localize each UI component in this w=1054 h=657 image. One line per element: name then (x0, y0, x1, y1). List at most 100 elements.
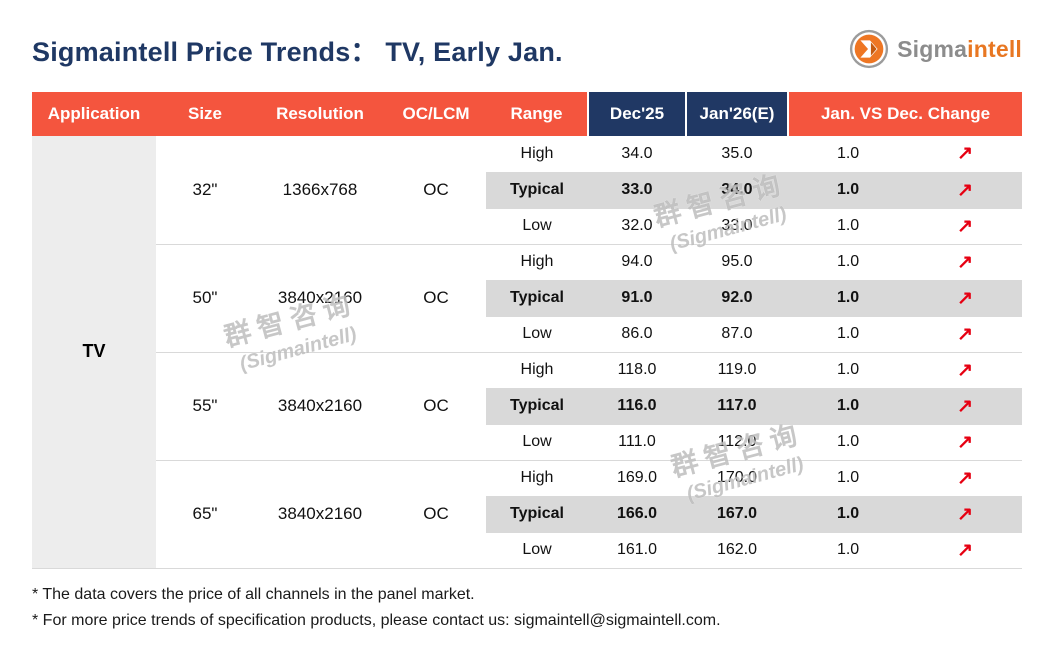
change-value: 1.0 (836, 505, 860, 522)
range-cell: High (486, 136, 588, 173)
col-header-oclcm: OC/LCM (386, 92, 486, 136)
range-cell: High (486, 460, 588, 497)
dec25-price: 94.0 (588, 244, 686, 281)
jan26-price: 117.0 (686, 388, 788, 425)
row-55in-high: 55" 3840x2160 OC High 118.0 119.0 1.0 ↗ (32, 352, 1022, 461)
range-cell: Low (486, 208, 588, 245)
jan26-price: 92.0 (686, 280, 788, 317)
row-65in-typical: Typical 166.0 167.0 1.0 ↗ (32, 496, 1022, 533)
trend-up-arrow-icon: ↗ (957, 539, 974, 561)
trend-up-arrow-icon: ↗ (957, 359, 974, 381)
range-cell: Typical (486, 172, 588, 209)
jan26-price: 33.0 (686, 208, 788, 245)
trend-up-arrow-icon: ↗ (957, 395, 974, 417)
change-cell: 1.0 ↗ (788, 172, 1022, 209)
dec25-price: 169.0 (588, 460, 686, 497)
footnotes: * The data covers the price of all chann… (32, 582, 1022, 635)
size-cell: 55" (156, 352, 254, 461)
col-header-dec25: Dec'25 (587, 92, 687, 136)
trend-up-arrow-icon: ↗ (957, 323, 974, 345)
trend-up-arrow-icon: ↗ (957, 251, 974, 273)
row-65in-low: Low 161.0 162.0 1.0 ↗ (32, 532, 1022, 569)
col-header-resolution: Resolution (254, 92, 386, 136)
dec25-price: 111.0 (588, 424, 686, 461)
oclcm-cell: OC (386, 136, 486, 245)
change-value: 1.0 (836, 325, 860, 342)
col-header-range: Range (486, 92, 588, 136)
dec25-price: 166.0 (588, 496, 686, 533)
dec25-price: 118.0 (588, 352, 686, 389)
trend-up-arrow-icon: ↗ (957, 503, 974, 525)
jan26-price: 170.0 (686, 460, 788, 497)
change-cell: 1.0 ↗ (788, 460, 1022, 497)
sigmaintell-logo: Sigmaintell (848, 28, 1022, 70)
change-cell: 1.0 ↗ (788, 316, 1022, 353)
row-50in-low: Low 86.0 87.0 1.0 ↗ (32, 316, 1022, 353)
jan26-price: 119.0 (686, 352, 788, 389)
table-body: TV 32" 1366x768 OC High 34.0 35.0 1.0 ↗ T… (32, 136, 1022, 569)
change-value: 1.0 (836, 181, 860, 198)
change-value: 1.0 (836, 469, 860, 486)
size-cell: 65" (156, 460, 254, 569)
range-cell: Typical (486, 496, 588, 533)
change-cell: 1.0 ↗ (788, 388, 1022, 425)
col-header-application: Application (32, 92, 156, 136)
change-cell: 1.0 ↗ (788, 208, 1022, 245)
range-cell: Low (486, 424, 588, 461)
trend-up-arrow-icon: ↗ (957, 215, 974, 237)
sigmaintell-logo-icon (848, 28, 890, 70)
dec25-price: 34.0 (588, 136, 686, 173)
footnote-contact: * For more price trends of specification… (32, 611, 721, 629)
change-cell: 1.0 ↗ (788, 136, 1022, 173)
resolution-cell: 3840x2160 (254, 460, 386, 569)
jan26-price: 112.0 (686, 424, 788, 461)
trend-up-arrow-icon: ↗ (957, 143, 974, 165)
dec25-price: 91.0 (588, 280, 686, 317)
brand-wordmark: Sigmaintell (897, 36, 1022, 63)
table-header: Application Size Resolution OC/LCM Range… (32, 92, 1022, 136)
change-cell: 1.0 ↗ (788, 424, 1022, 461)
brand-part-intell: intell (967, 35, 1022, 62)
trend-up-arrow-icon: ↗ (957, 287, 974, 309)
change-cell: 1.0 ↗ (788, 244, 1022, 281)
jan26-price: 35.0 (686, 136, 788, 173)
change-value: 1.0 (836, 541, 860, 558)
col-header-size: Size (156, 92, 254, 136)
col-header-jan26: Jan'26(E) (686, 92, 789, 136)
col-header-change: Jan. VS Dec. Change (788, 92, 1022, 136)
change-cell: 1.0 ↗ (788, 496, 1022, 533)
page-title: Sigmaintell Price Trends： TV, Early Jan. (32, 36, 563, 67)
dec25-price: 161.0 (588, 532, 686, 569)
oclcm-cell: OC (386, 352, 486, 461)
jan26-price: 87.0 (686, 316, 788, 353)
row-55in-low: Low 111.0 112.0 1.0 ↗ (32, 424, 1022, 461)
trend-up-arrow-icon: ↗ (957, 179, 974, 201)
row-32in-low: Low 32.0 33.0 1.0 ↗ (32, 208, 1022, 245)
dec25-price: 33.0 (588, 172, 686, 209)
change-value: 1.0 (836, 361, 860, 378)
range-cell: Low (486, 532, 588, 569)
jan26-price: 167.0 (686, 496, 788, 533)
jan26-price: 95.0 (686, 244, 788, 281)
change-value: 1.0 (836, 397, 860, 414)
row-55in-typical: Typical 116.0 117.0 1.0 ↗ (32, 388, 1022, 425)
application-cell: TV (32, 136, 156, 569)
dec25-price: 32.0 (588, 208, 686, 245)
range-cell: Typical (486, 280, 588, 317)
row-65in-high: 65" 3840x2160 OC High 169.0 170.0 1.0 ↗ (32, 460, 1022, 569)
dec25-price: 86.0 (588, 316, 686, 353)
change-value: 1.0 (836, 433, 860, 450)
jan26-price: 162.0 (686, 532, 788, 569)
top-bar: Sigmaintell Price Trends： TV, Early Jan.… (32, 22, 1022, 76)
row-32in-high: TV 32" 1366x768 OC High 34.0 35.0 1.0 ↗ (32, 136, 1022, 569)
oclcm-cell: OC (386, 460, 486, 569)
page: Sigmaintell Price Trends： TV, Early Jan.… (32, 22, 1022, 635)
oclcm-cell: OC (386, 244, 486, 353)
size-cell: 32" (156, 136, 254, 245)
change-cell: 1.0 ↗ (788, 532, 1022, 569)
change-value: 1.0 (836, 289, 860, 306)
range-cell: Typical (486, 388, 588, 425)
resolution-cell: 1366x768 (254, 136, 386, 245)
change-cell: 1.0 ↗ (788, 352, 1022, 389)
trend-up-arrow-icon: ↗ (957, 431, 974, 453)
